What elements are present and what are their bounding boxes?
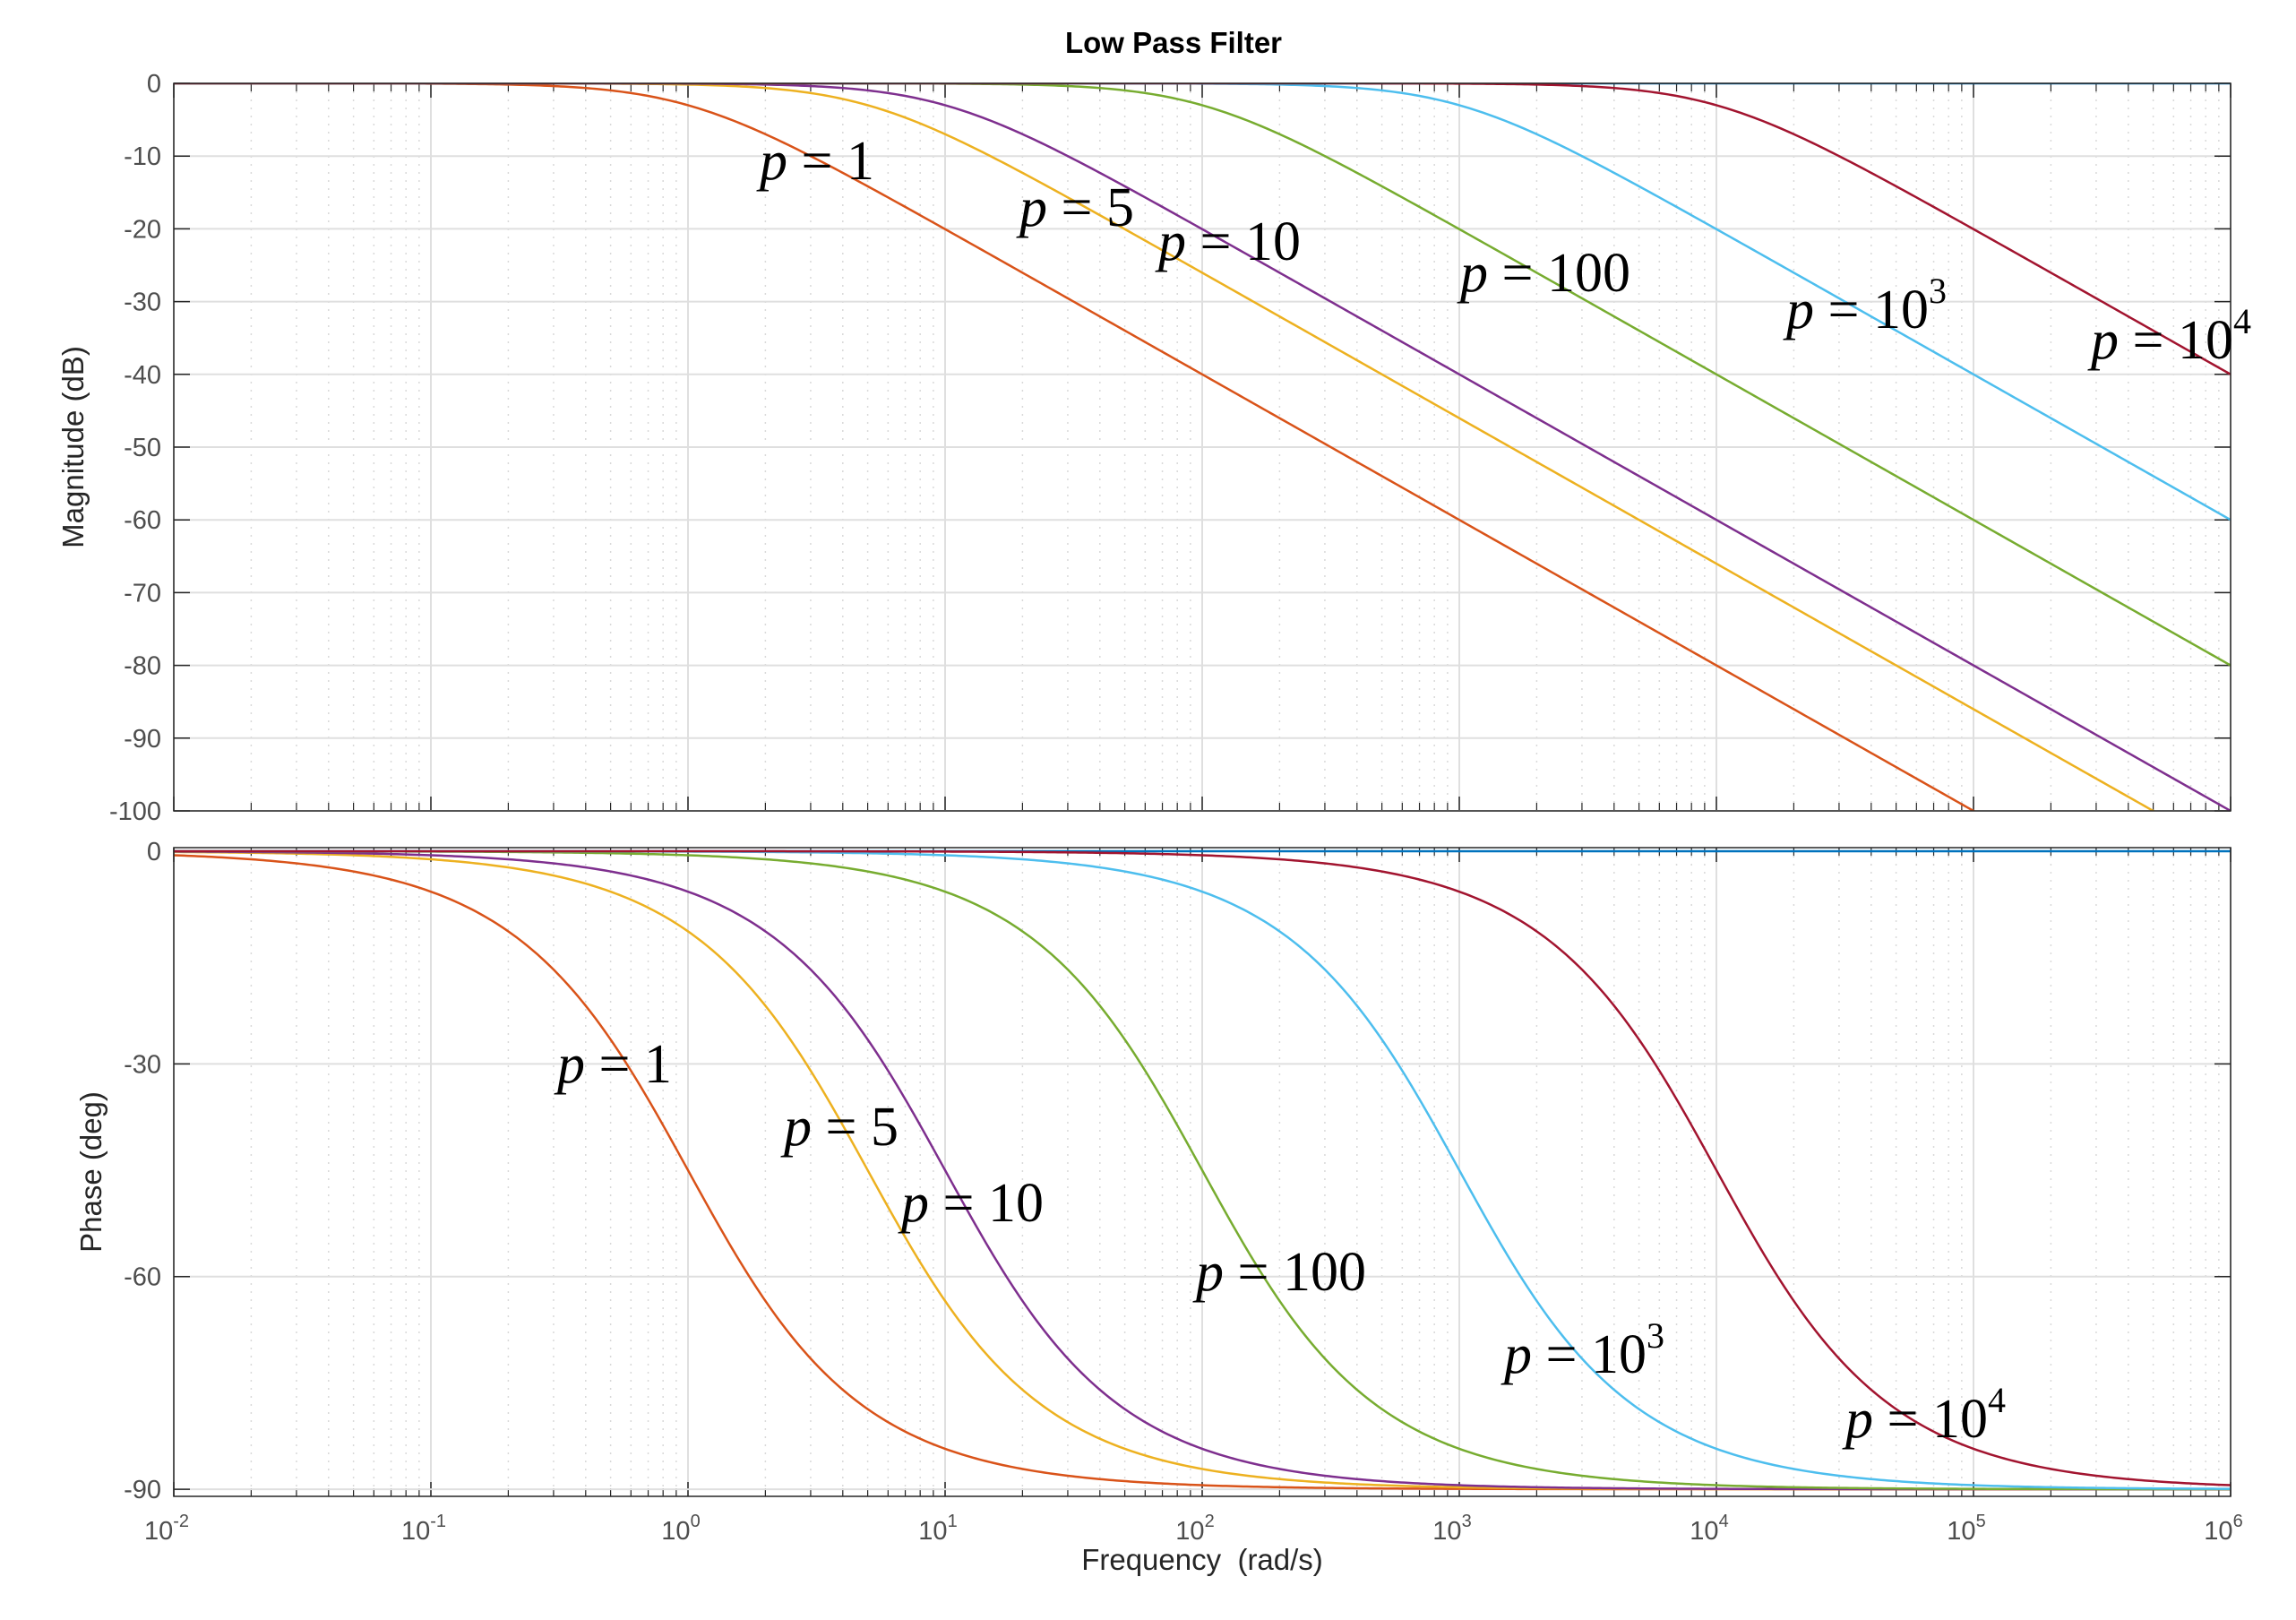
magnitude-annotation-p10: p = 10 [1155,211,1301,272]
phase-annotation-p100: p = 100 [1192,1242,1366,1303]
magnitude-panel: 0 -10 -20 -30 -40 -50 -60 -70 -80 -90 -100 Magnitu… [56,70,2251,826]
phase-annotations: p = 1 p = 5 p = 10 p = 100 p = 103 p = 104 [554,1034,2006,1450]
x-tick-label: 103 [1432,1512,1471,1546]
phase-curve-p10000 [174,849,2231,1486]
y-tick-label: -50 [124,434,161,462]
chart-title: Low Pass Filter [1065,26,1282,59]
magnitude-curve-p100 [174,83,2231,667]
y-tick-label: -60 [124,506,161,535]
x-tick-label: 102 [1175,1512,1214,1546]
y-tick-label: -30 [124,289,161,317]
y-tick-label: -90 [124,1476,161,1504]
magnitude-curve-p10000 [174,83,2231,375]
phase-y-label: Phase (deg) [74,1091,107,1253]
y-tick-label: -90 [124,725,161,754]
y-tick-label: 0 [147,70,161,99]
y-tick-label: 0 [147,838,161,866]
x-tick-label: 100 [661,1512,700,1546]
phase-annotation-p5: p = 5 [780,1097,899,1158]
x-tick-label: 10-2 [144,1512,189,1546]
y-tick-label: -30 [124,1050,161,1079]
x-tick-label: 10-1 [401,1512,446,1546]
magnitude-annotation-p10000: p = 104 [2087,301,2251,371]
x-tick-labels: 10-2 10-1 100 101 102 103 104 105 106 [144,1512,2243,1546]
phase-annotation-p1: p = 1 [554,1034,672,1095]
y-tick-label: -40 [124,361,161,390]
magnitude-curve-p1 [174,83,1976,811]
y-tick-label: -80 [124,652,161,681]
y-tick-label: -60 [124,1263,161,1292]
phase-annotation-p10: p = 10 [898,1173,1044,1234]
x-tick-label: 104 [1690,1512,1728,1546]
magnitude-annotation-p5: p = 5 [1016,177,1134,238]
magnitude-annotation-p1: p = 1 [756,131,874,192]
magnitude-annotation-p100: p = 100 [1457,243,1630,304]
magnitude-annotations: p = 1 p = 5 p = 10 p = 100 p = 103 p = 104 [756,131,2251,371]
y-tick-label: -10 [124,142,161,171]
y-tick-label: -20 [124,215,161,244]
x-tick-label: 105 [1947,1512,1985,1546]
phase-y-ticks: 0 -30 -60 -90 [124,838,161,1504]
magnitude-y-label: Magnitude (dB) [56,346,90,548]
x-tick-label: 106 [2204,1512,2242,1546]
y-tick-label: -100 [109,797,161,826]
x-tick-label: 101 [918,1512,957,1546]
phase-frame [173,847,2232,1497]
phase-annotation-p10000: p = 104 [1842,1380,2006,1450]
phase-annotation-p1000: p = 103 [1501,1315,1664,1385]
magnitude-frame [173,82,2232,812]
magnitude-annotation-p1000: p = 103 [1783,271,1947,340]
x-axis-label: Frequency (rad/s) [1081,1543,1323,1576]
phase-curves [174,849,2231,1491]
magnitude-grid [173,82,2232,812]
phase-panel: 0-30-60-90 Phase (deg) p = 1p = 5p = 10p… [74,838,2232,1504]
magnitude-y-ticks: 0 -10 -20 -30 -40 -50 -60 -70 -80 -90 -100 [109,70,161,826]
y-tick-label: -70 [124,579,161,608]
